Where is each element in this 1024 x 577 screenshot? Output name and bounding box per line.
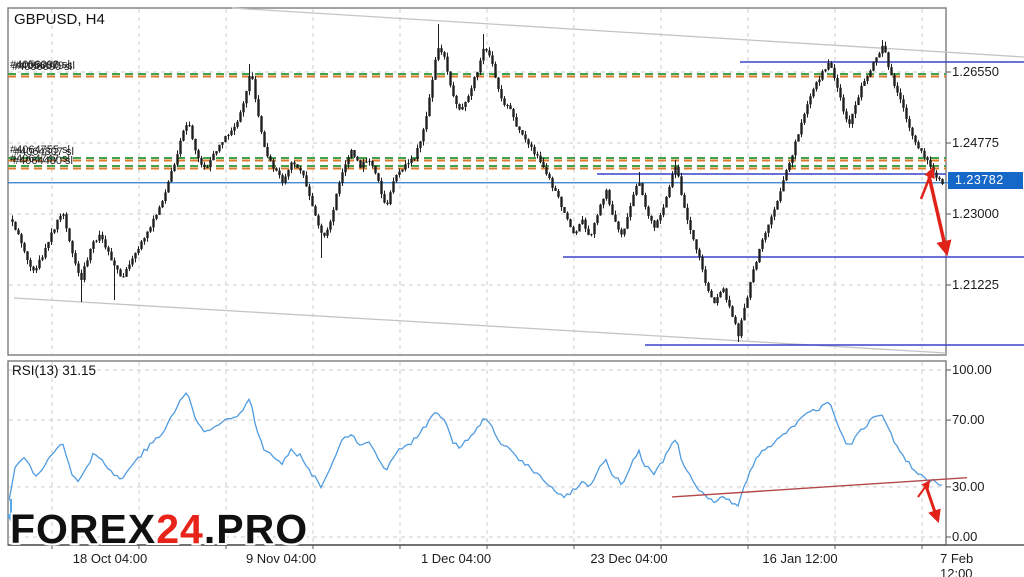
order-label: #4056090 sl	[12, 61, 72, 73]
watermark-24: 24	[156, 506, 204, 552]
rsi-axis-label: 0.00	[952, 529, 978, 544]
forecast-arrow-up[interactable]	[919, 166, 935, 200]
watermark-pro: .PRO	[203, 506, 309, 552]
forex24pro-watermark: FOREX24.PRO	[10, 506, 308, 553]
time-axis-label: 7 Feb 12:00	[940, 551, 974, 577]
rsi-panel[interactable]	[7, 360, 947, 546]
forecast-arrow-down[interactable]	[927, 175, 952, 257]
rsi-forecast-arrow-up[interactable]	[917, 480, 931, 498]
price-axis-label: 1.24775	[952, 135, 999, 150]
time-axis-label: 16 Jan 12:00	[762, 551, 838, 566]
rsi-forecast-arrow-down[interactable]	[924, 485, 941, 524]
candlesticks	[11, 24, 944, 342]
time-axis-label: 18 Oct 04:00	[72, 551, 148, 566]
rsi-axis-label: 30.00	[952, 478, 985, 494]
price-axis-label: 1.26550	[952, 64, 999, 79]
order-label: #4056079 sl	[15, 60, 75, 72]
rsi-line	[9, 392, 942, 508]
main-price-panel[interactable]	[7, 7, 947, 356]
price-axis-label: 1.21225	[952, 277, 999, 292]
order-label: #4064747 sl	[10, 153, 70, 165]
gridlines	[9, 9, 945, 544]
price-axis-label: 1.23000	[952, 206, 999, 221]
rsi-trendline[interactable]	[671, 477, 968, 498]
order-label: #4056098 sl	[10, 59, 70, 71]
time-axis-label: 9 Nov 04:00	[245, 551, 317, 566]
time-axis-label: 1 Dec 04:00	[420, 551, 492, 566]
channel-upper-trendline[interactable]	[231, 7, 1024, 58]
rsi-indicator-label: RSI(13) 31.15	[12, 363, 97, 378]
order-label: #4064755 sl	[10, 144, 70, 156]
channel-lower-trendline[interactable]	[13, 297, 947, 354]
rsi-axis-label: 100.00	[952, 362, 992, 377]
current-price-badge: 1.23782	[948, 172, 1023, 189]
watermark-forex: FOREX	[10, 506, 157, 552]
axis-ticks	[51, 71, 951, 549]
order-label: #4064807 sl	[14, 146, 74, 158]
time-axis-label: 23 Dec 04:00	[590, 551, 668, 566]
symbol-title: GBPUSD, H4	[14, 11, 105, 28]
rsi-axis-label: 70.00	[952, 412, 985, 428]
order-label: #4064480 sl	[13, 155, 73, 167]
